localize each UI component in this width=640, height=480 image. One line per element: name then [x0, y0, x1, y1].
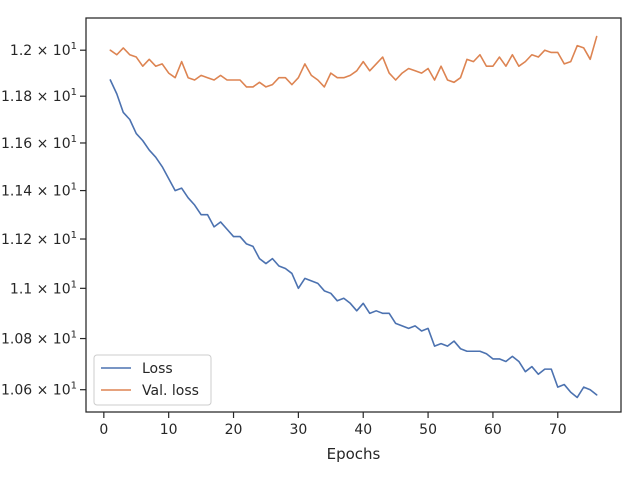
legend-label: Loss [142, 361, 173, 377]
series-line-2 [109, 35, 598, 88]
y-tick-label: 1.2 × 101 [10, 41, 77, 59]
y-tick-label: 1.06 × 101 [1, 381, 77, 399]
plot-frame [85, 17, 622, 413]
x-tick-label: 30 [289, 422, 307, 438]
y-axis-ticks: 1.06 × 101 1.08 × 101 1.1 × 101 1.12 × 101 1… [1, 41, 86, 399]
y-tick-label: 1.1 × 101 [10, 279, 77, 297]
x-tick-label: 50 [419, 422, 437, 438]
legend: Loss Val. loss [93, 354, 212, 406]
x-tick-label: 40 [354, 422, 372, 438]
y-tick-label: 1.08 × 101 [1, 330, 77, 348]
x-axis-title: Epochs [327, 445, 381, 463]
y-tick-label: 1.16 × 101 [1, 134, 77, 152]
x-tick-label: 10 [160, 422, 178, 438]
y-tick-label: 1.14 × 101 [1, 182, 77, 200]
series-line-1 [109, 79, 598, 399]
x-tick-label: 60 [484, 422, 502, 438]
x-tick-label: 70 [549, 422, 567, 438]
series-layer [109, 35, 598, 399]
x-tick-label: 0 [99, 422, 108, 438]
y-tick-label: 1.12 × 101 [1, 230, 77, 248]
x-axis-ticks: 0 10 20 30 40 50 60 70 [99, 412, 567, 438]
y-tick-label: 1.18 × 101 [1, 87, 77, 105]
x-tick-label: 20 [225, 422, 243, 438]
legend-label: Val. loss [142, 383, 199, 399]
plot-area [86, 18, 621, 412]
